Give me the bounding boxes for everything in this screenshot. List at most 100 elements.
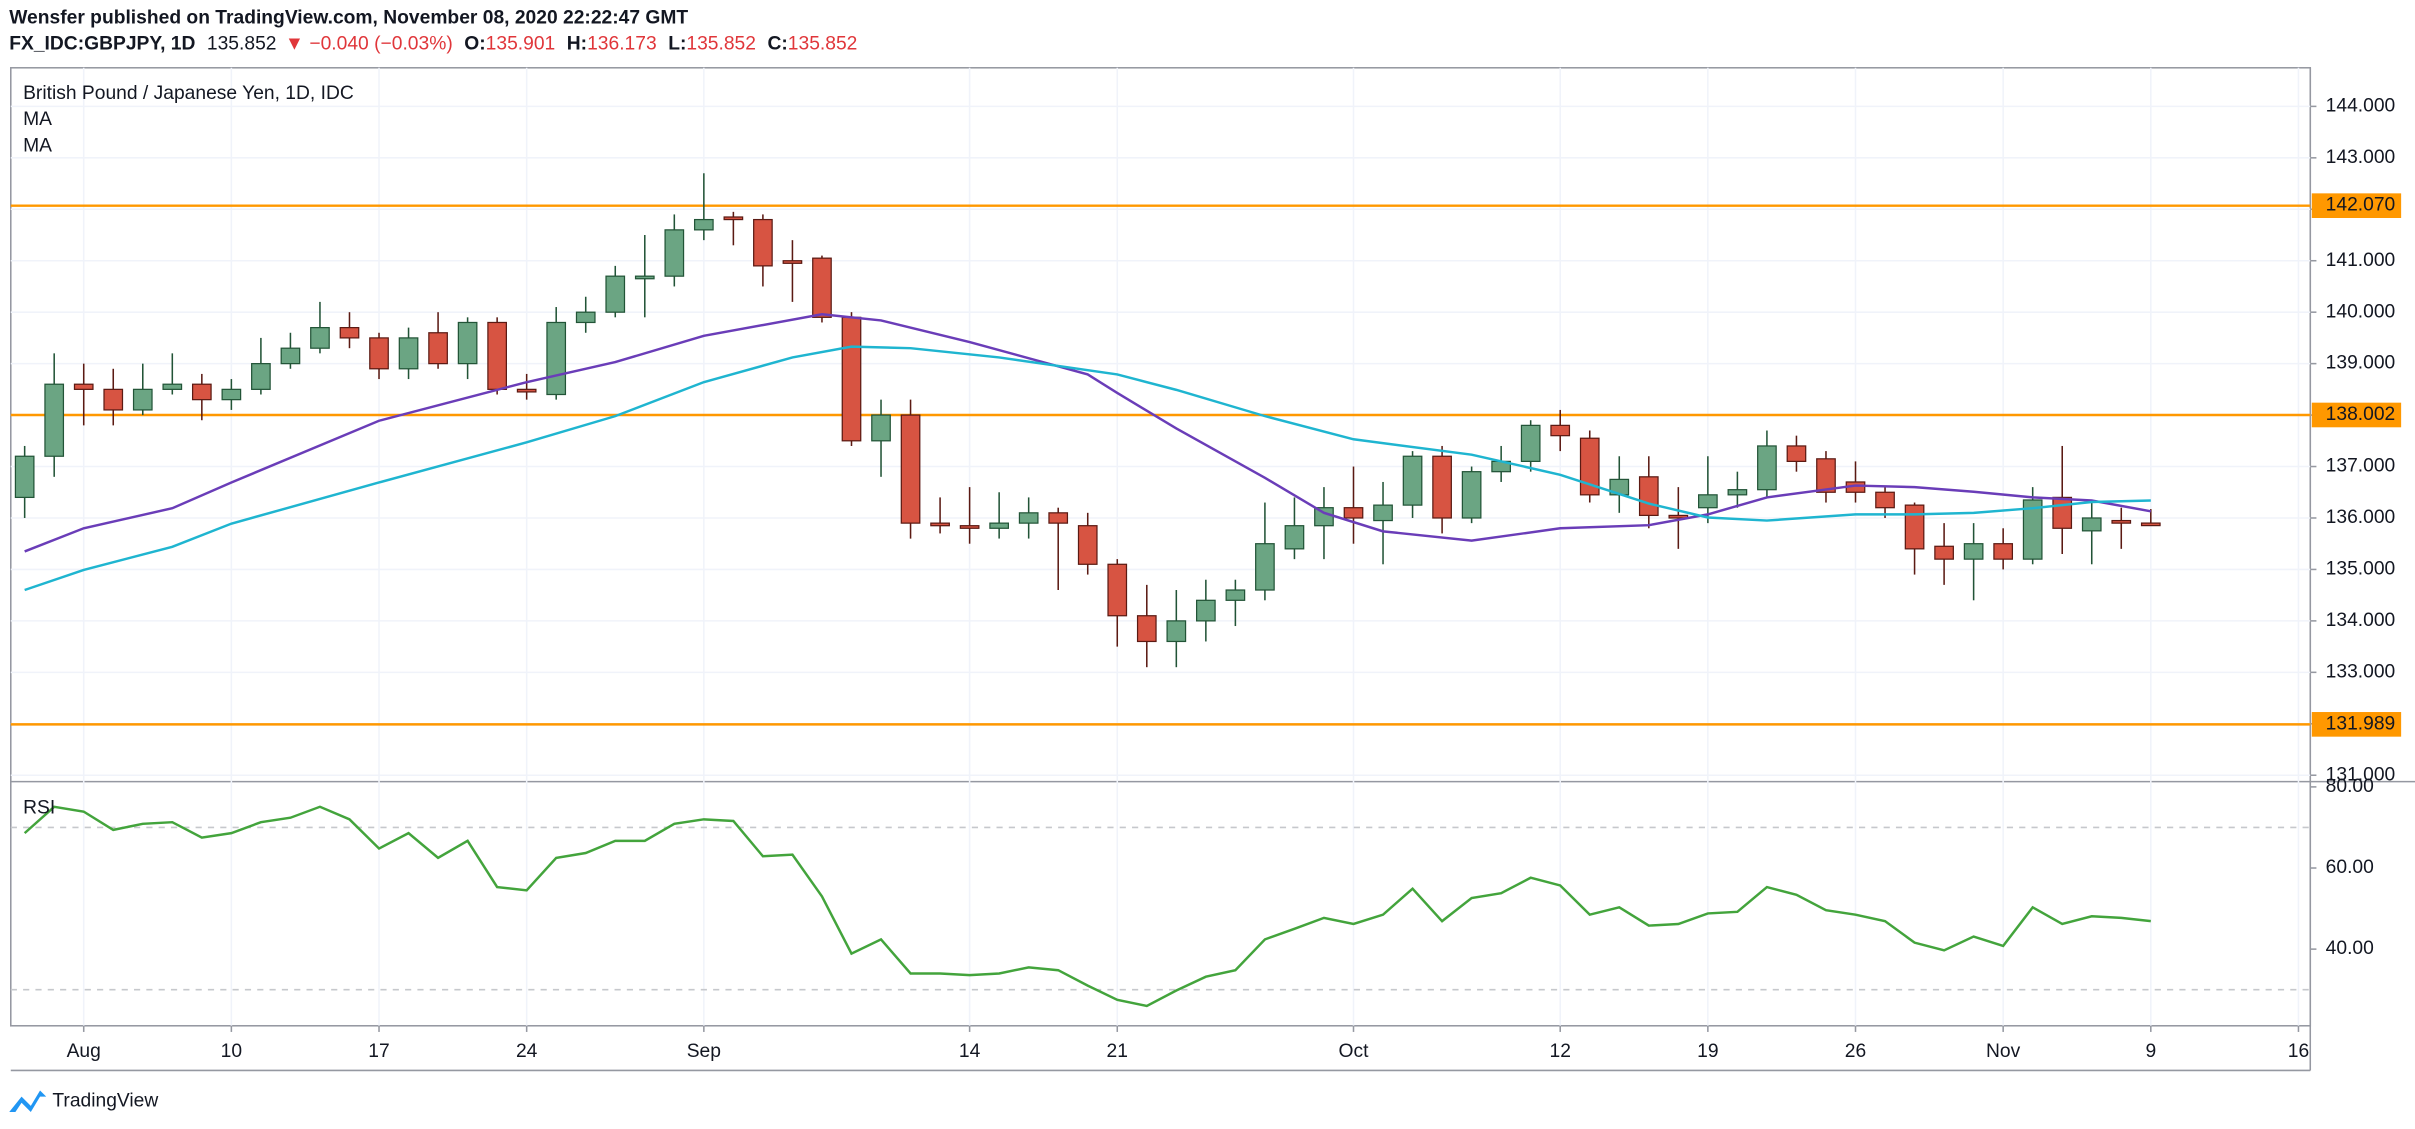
candle-body	[1727, 489, 1748, 496]
candle-body	[398, 337, 419, 370]
candle-body	[132, 388, 153, 411]
candle-body	[1816, 458, 1836, 493]
candle-body	[1963, 543, 1984, 560]
candle-body	[1461, 471, 1482, 519]
candle-body	[634, 275, 655, 280]
candle-body	[1520, 424, 1541, 463]
candle-body	[782, 260, 803, 264]
level-label: 131.989	[2326, 713, 2396, 734]
level-label: 138.002	[2326, 404, 2396, 425]
labels: Aug 10 17 24 Sep 14 21 Oct 12 19 26 Nov 9 16 131.000 13…	[23, 83, 2402, 1062]
candle-body	[664, 229, 685, 277]
candle-body	[812, 257, 832, 318]
symbol: FX_IDC:GBPJPY, 1D	[9, 34, 195, 55]
candle-body	[1107, 563, 1128, 617]
x-tick-label: Nov	[1986, 1041, 2021, 1062]
candle-body	[1048, 512, 1069, 524]
candle-body	[1166, 620, 1187, 643]
candle-body	[1195, 599, 1216, 622]
candle-body	[1018, 512, 1039, 524]
candle-body	[1255, 543, 1275, 591]
x-tick-label: 12	[1549, 1041, 1570, 1062]
candle-body	[1343, 507, 1364, 519]
candle-body	[1077, 525, 1098, 565]
candle-body	[2081, 517, 2102, 532]
candle-body	[310, 327, 330, 349]
level-label-box	[2311, 402, 2402, 428]
y-tick-label: 143.000	[2326, 147, 2396, 168]
y-tick-label: 140.000	[2326, 301, 2396, 322]
x-tick-label: 10	[221, 1041, 242, 1062]
candle-body	[1638, 476, 1659, 517]
candle-body	[428, 332, 448, 365]
candle-body	[1432, 455, 1452, 519]
candle-body	[930, 522, 950, 527]
candle-body	[841, 316, 862, 442]
candle-body	[2111, 519, 2132, 524]
open-value: 135.901	[486, 34, 556, 55]
y-tick-label: 144.000	[2326, 95, 2396, 116]
candle-body	[605, 275, 626, 313]
open-label: O:	[464, 34, 485, 55]
last-price: 135.852	[207, 34, 277, 55]
candle-body	[1904, 504, 1925, 550]
candle-body	[14, 455, 35, 499]
candle-body	[191, 383, 212, 401]
high-value: 136.173	[587, 34, 657, 55]
pane-title: British Pound / Japanese Yen, 1D, IDC	[23, 83, 354, 104]
y-tick-label: 137.000	[2326, 456, 2396, 477]
footer-brand: TradingView	[52, 1090, 158, 1111]
candle-body	[1402, 455, 1423, 506]
close-label: C:	[767, 34, 787, 55]
candle-body	[1786, 445, 1807, 463]
pane-title: RSI	[23, 798, 55, 819]
y-tick-label: 131.000	[2326, 764, 2396, 785]
y-tick-label: 135.000	[2326, 559, 2396, 580]
candle-body	[1668, 514, 1689, 519]
candle-body	[753, 218, 773, 267]
x-tick-label: 17	[368, 1041, 389, 1062]
candle-body	[487, 321, 507, 390]
y-tick-label: 133.000	[2326, 661, 2396, 682]
y-tick-label: 139.000	[2326, 353, 2396, 374]
candle-body	[900, 414, 921, 524]
x-tick-label: Oct	[1339, 1041, 1370, 1062]
y-tick-label: 40.00	[2326, 938, 2374, 959]
plot	[10, 173, 2311, 1008]
candle-body	[1550, 424, 1571, 437]
level-label: 142.070	[2326, 195, 2396, 216]
candle-body	[2140, 522, 2161, 527]
high-label: H:	[567, 34, 587, 55]
ma-line	[24, 345, 2151, 592]
ma-line	[24, 312, 2152, 553]
x-tick-label: Aug	[67, 1041, 101, 1062]
candle-body	[693, 218, 714, 231]
footer-logo	[9, 1090, 47, 1113]
candle-body	[516, 388, 537, 393]
level-label-box	[2311, 712, 2402, 737]
candle-body	[457, 321, 478, 365]
x-tick-label: 26	[1845, 1041, 1866, 1062]
legend-entry: MA	[23, 135, 52, 156]
candle-body	[73, 383, 94, 390]
candle-body	[546, 321, 567, 396]
legend-entry: MA	[23, 109, 52, 130]
candle-body	[103, 388, 124, 411]
x-tick-label: 24	[516, 1041, 538, 1062]
x-tick-label: 19	[1697, 1041, 1718, 1062]
candle-body	[280, 347, 301, 365]
candle-body	[221, 388, 242, 401]
candle-body	[1136, 615, 1157, 643]
candle-body	[1373, 504, 1393, 522]
candle-body	[1875, 491, 1895, 509]
low-label: L:	[668, 34, 686, 55]
candle-body	[1225, 589, 1246, 601]
candle-body	[871, 414, 891, 442]
y-tick-label: 134.000	[2326, 610, 2396, 631]
y-tick-label: 80.00	[2326, 776, 2374, 797]
candle-body	[723, 216, 744, 221]
close-value: 135.852	[788, 34, 858, 55]
candle-body	[369, 337, 389, 370]
x-tick-label: Sep	[687, 1041, 721, 1062]
